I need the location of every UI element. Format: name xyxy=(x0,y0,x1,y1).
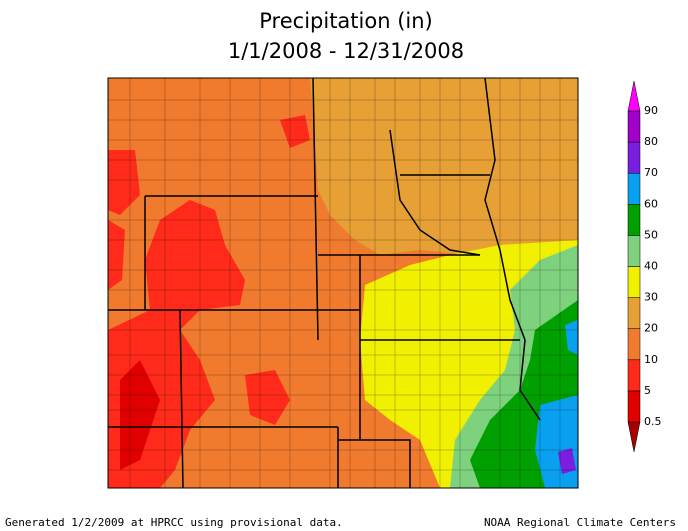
legend-swatch xyxy=(627,359,641,392)
legend-label: 30 xyxy=(644,291,658,304)
legend-swatch xyxy=(627,266,641,298)
region xyxy=(108,220,125,290)
title: Precipitation (in) xyxy=(259,9,432,33)
legend-label: 5 xyxy=(644,384,651,397)
legend-swatch xyxy=(627,390,641,423)
legend-swatch xyxy=(627,80,641,112)
legend-label: 50 xyxy=(644,228,658,241)
map-border xyxy=(107,77,579,489)
legend-label: 80 xyxy=(644,135,658,148)
map xyxy=(107,77,579,489)
region xyxy=(558,448,576,474)
footer-left: Generated 1/2/2009 at HPRCC using provis… xyxy=(5,516,343,529)
region xyxy=(310,78,578,255)
region xyxy=(535,395,578,488)
legend-swatch xyxy=(627,235,641,267)
legend-swatch xyxy=(627,421,641,453)
region xyxy=(280,115,310,148)
legend-label: 40 xyxy=(644,260,658,273)
legend-label: 70 xyxy=(644,166,658,179)
footer-right: NOAA Regional Climate Centers xyxy=(484,516,676,529)
legend-label: 10 xyxy=(644,353,658,366)
state-lines xyxy=(108,78,541,488)
legend-swatch xyxy=(627,204,641,236)
legend-label: 0.5 xyxy=(644,415,662,428)
region xyxy=(108,150,140,215)
legend-label: 90 xyxy=(644,104,658,117)
legend-swatch xyxy=(627,172,641,205)
legend: 0.5 5 10 20 30 40 50 60 70 80 90 xyxy=(627,80,662,453)
legend-swatch xyxy=(627,141,641,174)
legend-label: 60 xyxy=(644,197,658,210)
county-lines xyxy=(108,78,578,488)
legend-swatch xyxy=(627,328,641,361)
legend-label: 20 xyxy=(644,322,658,335)
legend-swatch xyxy=(627,297,641,329)
subtitle: 1/1/2008 - 12/31/2008 xyxy=(228,39,464,63)
region xyxy=(565,320,578,355)
region xyxy=(245,370,290,425)
legend-swatch xyxy=(627,110,641,143)
